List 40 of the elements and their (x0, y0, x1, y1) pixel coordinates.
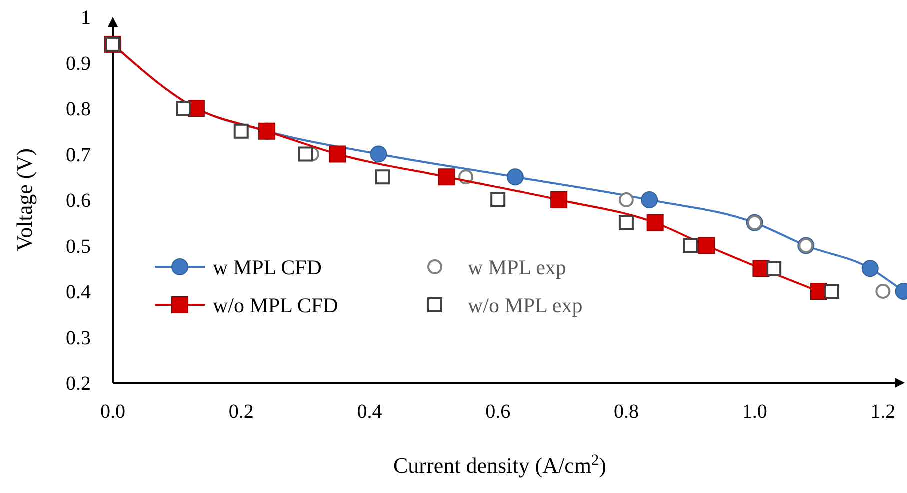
point (506, 168, 524, 186)
y-tick-label: 0.8 (66, 98, 91, 120)
legend-label: w/o MPL exp (468, 293, 583, 318)
y-tick-label: 0.6 (66, 190, 91, 212)
y-tick-label: 0.7 (66, 144, 91, 166)
point (370, 146, 388, 163)
x-tick-label: 0.8 (614, 401, 639, 423)
y-tick-label: 1 (81, 7, 91, 29)
point (862, 260, 879, 278)
point (698, 237, 716, 254)
x-axis-title: Current density (A/cm$^{2}$) (394, 452, 606, 478)
legend-label: w MPL exp (468, 255, 566, 280)
point (683, 238, 698, 254)
y-tick-label: 0.2 (66, 373, 91, 395)
x-tick-label: 0.6 (486, 401, 511, 423)
y-axis-title: Voltage (V) (12, 148, 37, 252)
x-tick-label: 0.0 (100, 401, 126, 423)
point (641, 192, 658, 208)
point (234, 124, 249, 139)
point (375, 170, 390, 185)
x-tick-label: 1.0 (742, 401, 768, 423)
point (550, 192, 568, 208)
point (766, 261, 782, 276)
point (646, 214, 664, 232)
x-tick-label: 1.2 (870, 401, 896, 423)
x-tick-label: 0.4 (357, 401, 382, 423)
legend-label: w/o MPL CFD (213, 293, 338, 318)
y-tick-label: 0.3 (66, 327, 91, 350)
point (618, 192, 634, 208)
point (329, 146, 346, 163)
legend-label: w MPL CFD (213, 255, 322, 280)
x-tick-label: 0.2 (228, 401, 254, 423)
point (298, 146, 314, 162)
y-tick-label: 0.4 (66, 282, 91, 304)
y-tick-label: 0.5 (66, 236, 91, 258)
y-tick-label: 0.9 (66, 52, 91, 75)
point (176, 101, 192, 116)
point (438, 168, 456, 186)
point (824, 284, 840, 299)
point (618, 215, 634, 230)
